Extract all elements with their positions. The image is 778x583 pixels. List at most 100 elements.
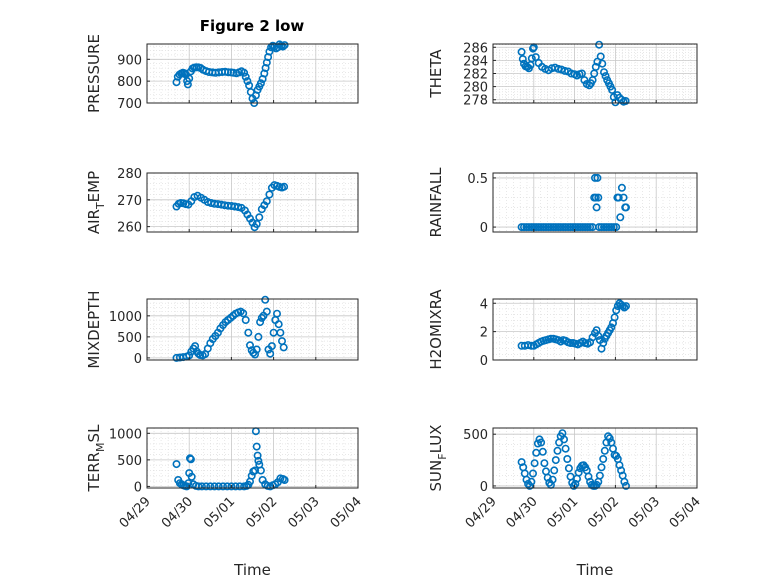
data-point [244, 328, 253, 337]
data-point [564, 464, 573, 473]
subplot-mixdepth: 0 500 1000 MIXDEPTH [85, 290, 359, 369]
data-point [561, 444, 570, 453]
data-point [266, 349, 275, 358]
data-point [610, 313, 619, 322]
x-tick-label: 04/29 [117, 494, 154, 531]
data-point [586, 223, 595, 232]
data-point [280, 182, 289, 191]
data-point [243, 77, 252, 86]
y-tick-label: 286 [463, 41, 488, 56]
data-point [537, 223, 546, 232]
data-point [532, 223, 541, 232]
data-point [564, 223, 573, 232]
y-tick-label: 280 [463, 81, 488, 96]
data-point [252, 345, 261, 354]
y-axis-label: SUNFLUX [427, 425, 449, 492]
data-point [256, 466, 265, 475]
data-point [224, 68, 233, 77]
data-point [276, 328, 285, 337]
data-point [530, 459, 539, 468]
data-point [602, 223, 611, 232]
data-point [619, 193, 628, 202]
data-point [280, 475, 289, 484]
data-point [210, 482, 219, 491]
y-tick-label: 700 [117, 97, 142, 112]
x-tick-label: 05/02 [585, 494, 622, 531]
y-tick-label: 4 [480, 297, 488, 312]
data-point [517, 47, 526, 56]
data-point [621, 97, 630, 106]
data-point [616, 213, 625, 222]
data-point [231, 482, 240, 491]
data-point [240, 68, 249, 77]
y-tick-label: 0 [480, 221, 488, 236]
data-point [599, 223, 608, 232]
data-point [593, 173, 602, 182]
data-point [615, 93, 624, 102]
x-tick-label: 04/30 [504, 494, 541, 531]
data-point [517, 223, 526, 232]
y-tick-label: 0 [134, 480, 142, 495]
data-point [617, 183, 626, 192]
data-point [595, 471, 604, 480]
x-tick-label: 05/04 [328, 494, 365, 531]
data-point [578, 223, 587, 232]
data-point [524, 223, 533, 232]
data-point [538, 447, 547, 456]
y-axis-label: RAINFALL [427, 167, 445, 238]
data-point [614, 193, 623, 202]
data-point [550, 466, 559, 475]
y-tick-label: 2 [480, 326, 488, 341]
data-point [528, 469, 537, 478]
data-point [172, 460, 181, 469]
data-point [265, 47, 274, 56]
data-point [202, 482, 211, 491]
data-point [241, 315, 250, 324]
data-point [597, 223, 606, 232]
data-point [239, 309, 248, 318]
data-point [278, 42, 287, 51]
subplot-pressure: 700 800 900 PRESSURE [85, 34, 359, 113]
y-tick-label: 0 [134, 352, 142, 367]
data-point [581, 223, 590, 232]
y-axis-label: TERRMSL [85, 424, 107, 493]
data-point [527, 54, 536, 63]
data-point [620, 303, 629, 312]
data-point [544, 223, 553, 232]
data-point [539, 223, 548, 232]
data-point [261, 295, 270, 304]
data-point [591, 193, 600, 202]
data-point [234, 203, 243, 212]
data-point [262, 307, 271, 316]
data-point [537, 438, 546, 447]
x-tick-label: 05/02 [243, 494, 280, 531]
y-tick-label: 284 [463, 54, 488, 69]
data-point [255, 213, 264, 222]
subplot-sun_flux: 0 500 SUNFLUX 04/29 04/30 05/01 05/02 05/03 05/0… [427, 425, 704, 579]
data-point [621, 302, 630, 311]
x-tick-label: 05/01 [544, 494, 581, 531]
y-tick-label: 0.5 [467, 172, 488, 187]
data-point [597, 463, 606, 472]
data-point [605, 434, 614, 443]
data-point [612, 223, 621, 232]
y-tick-label: 900 [117, 53, 142, 68]
data-point [612, 306, 621, 315]
data-point [241, 72, 250, 81]
y-tick-label: 0 [480, 480, 488, 495]
y-axis-label: PRESSURE [85, 34, 103, 113]
data-point [267, 342, 276, 351]
y-tick-label: 500 [117, 331, 142, 346]
data-point [590, 173, 599, 182]
axes-frame [492, 172, 698, 233]
data-point [607, 323, 616, 332]
data-point [253, 451, 262, 460]
data-point [194, 482, 203, 491]
x-tick-label: 05/03 [626, 494, 663, 531]
data-point [563, 454, 572, 463]
data-point [187, 472, 196, 481]
data-point [518, 55, 527, 64]
data-point [272, 309, 281, 318]
